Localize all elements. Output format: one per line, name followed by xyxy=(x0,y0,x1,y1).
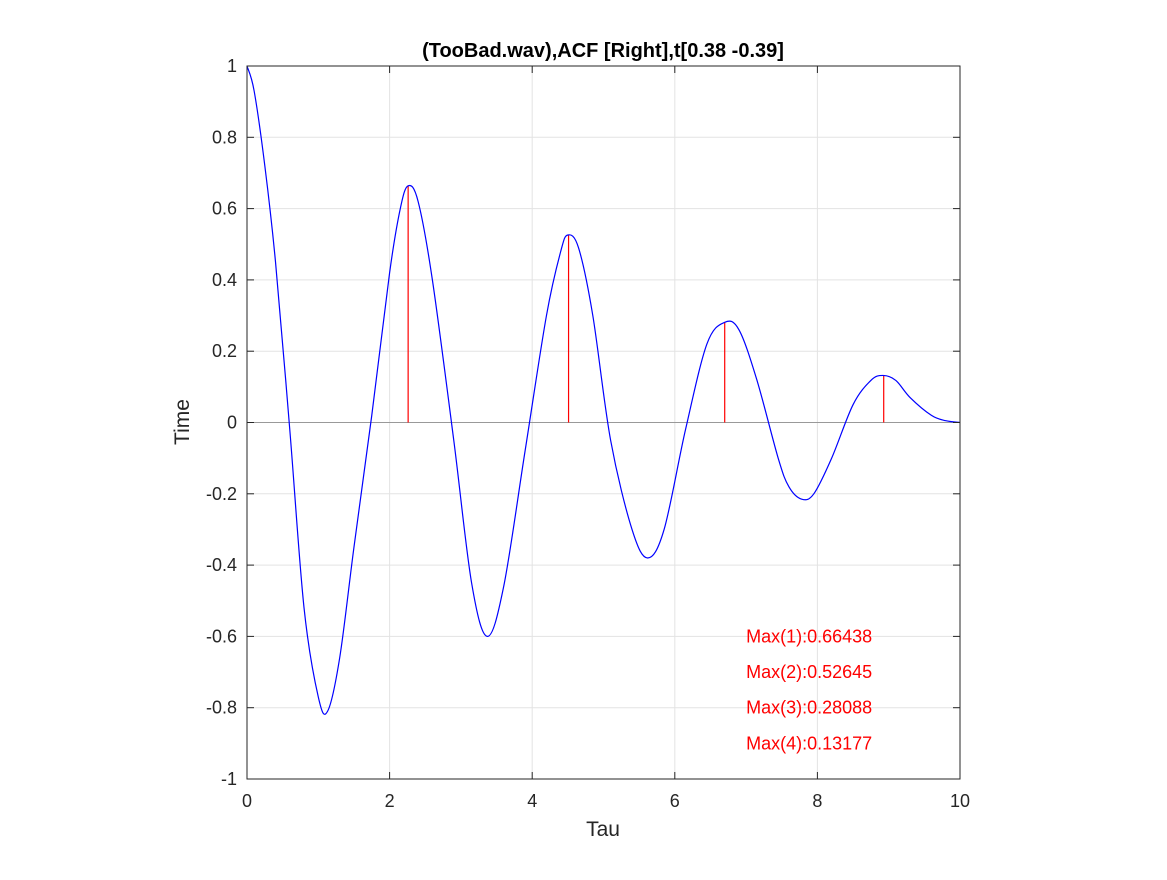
y-tick-label: -0.8 xyxy=(206,698,237,718)
y-tick-label: 0 xyxy=(227,413,237,433)
axis-ticks: 0 2 4 6 8 10 -1 -0.8 -0.6 -0.4 -0.2 0 0.2 0.4 0.6 0.8 1 xyxy=(206,56,970,811)
y-tick-label: -0.6 xyxy=(206,626,237,646)
x-tick-label: 2 xyxy=(385,791,395,811)
y-tick-label: 0.4 xyxy=(212,270,237,290)
y-tick-label: -0.2 xyxy=(206,484,237,504)
max-annotation: Max(3):0.28088 xyxy=(746,698,872,718)
x-tick-label: 8 xyxy=(812,791,822,811)
max-annotation: Max(4):0.13177 xyxy=(746,733,872,753)
max-annotation: Max(2):0.52645 xyxy=(746,662,872,682)
peak-markers xyxy=(407,185,885,423)
y-tick-label: 0.8 xyxy=(212,127,237,147)
max-annotations: Max(1):0.66438 Max(2):0.52645 Max(3):0.280… xyxy=(746,626,872,753)
chart-title: (TooBad.wav),ACF [Right],t[0.38 -0.39] xyxy=(422,40,784,62)
y-tick-label: -0.4 xyxy=(206,555,237,575)
y-tick-label: 0.2 xyxy=(212,341,237,361)
acf-series-line xyxy=(246,65,961,715)
y-tick-label: 1 xyxy=(227,56,237,76)
x-tick-label: 4 xyxy=(527,791,537,811)
grid xyxy=(246,65,961,780)
max-annotation: Max(1):0.66438 xyxy=(746,626,872,646)
x-tick-label: 6 xyxy=(670,791,680,811)
y-tick-label: -1 xyxy=(221,769,237,789)
x-tick-label: 0 xyxy=(242,791,252,811)
x-axis-label: Tau xyxy=(586,818,620,841)
y-tick-label: 0.6 xyxy=(212,199,237,219)
y-axis-label: Time xyxy=(171,399,194,445)
x-tick-label: 10 xyxy=(950,791,970,811)
